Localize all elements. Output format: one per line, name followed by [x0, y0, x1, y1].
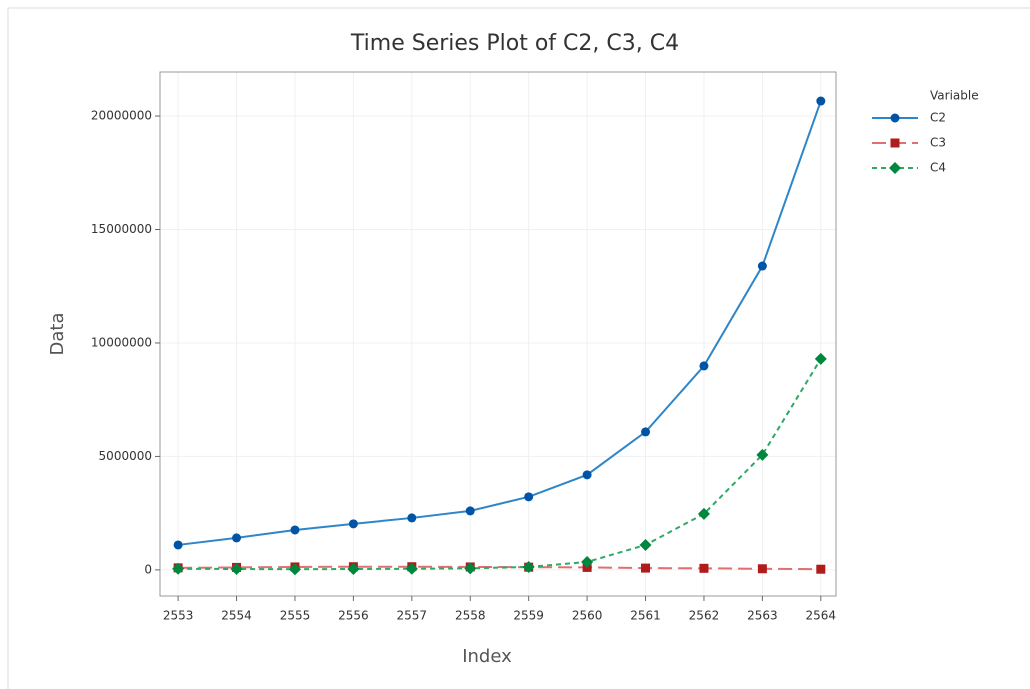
marker — [641, 563, 651, 573]
marker — [464, 562, 477, 575]
y-tick-label: 10000000 — [91, 335, 152, 349]
y-tick-label: 0 — [144, 562, 152, 576]
marker — [582, 470, 592, 480]
x-tick-label: 2560 — [572, 609, 603, 623]
marker — [405, 562, 418, 575]
x-tick-label: 2559 — [513, 609, 544, 623]
x-tick-label: 2553 — [163, 609, 194, 623]
y-tick-label: 15000000 — [91, 222, 152, 236]
legend-title: Variable — [930, 89, 979, 103]
marker — [816, 564, 826, 574]
marker — [173, 540, 183, 550]
marker — [890, 138, 900, 148]
marker — [889, 162, 901, 174]
x-tick-label: 2555 — [280, 609, 311, 623]
marker — [757, 261, 767, 271]
x-tick-label: 2564 — [806, 609, 837, 623]
chart-title: Time Series Plot of C2, C3, C4 — [350, 31, 679, 56]
marker — [230, 562, 243, 575]
legend-label: C4 — [930, 161, 946, 175]
marker — [699, 563, 709, 573]
series-line — [177, 100, 822, 546]
x-tick-label: 2563 — [747, 609, 778, 623]
marker — [347, 562, 360, 575]
x-axis-label: Index — [462, 646, 512, 667]
marker — [639, 538, 652, 551]
marker — [290, 525, 300, 535]
marker — [172, 562, 185, 575]
marker — [522, 560, 535, 573]
legend-label: C3 — [930, 136, 946, 150]
frame — [7, 7, 1030, 689]
marker — [232, 533, 242, 543]
series-line — [178, 565, 821, 571]
marker — [465, 506, 475, 516]
marker — [699, 361, 709, 371]
y-axis-label: Data — [47, 313, 68, 356]
y-tick-label: 20000000 — [91, 109, 152, 123]
marker — [641, 427, 651, 437]
x-tick-label: 2557 — [397, 609, 428, 623]
marker — [697, 507, 710, 520]
marker — [814, 352, 827, 365]
marker — [890, 113, 900, 123]
marker — [348, 519, 358, 529]
series-line — [178, 358, 822, 571]
x-tick-label: 2554 — [221, 609, 252, 623]
legend-label: C2 — [930, 111, 946, 125]
marker — [756, 448, 769, 461]
marker — [407, 513, 417, 523]
plot-frame — [159, 71, 837, 597]
x-tick-label: 2562 — [689, 609, 720, 623]
marker — [524, 492, 534, 502]
marker — [581, 555, 594, 568]
marker — [816, 96, 826, 106]
x-tick-label: 2561 — [630, 609, 661, 623]
marker — [757, 564, 767, 574]
marker — [288, 563, 301, 576]
x-tick-label: 2558 — [455, 609, 486, 623]
x-tick-label: 2556 — [338, 609, 369, 623]
y-tick-label: 5000000 — [99, 449, 152, 463]
